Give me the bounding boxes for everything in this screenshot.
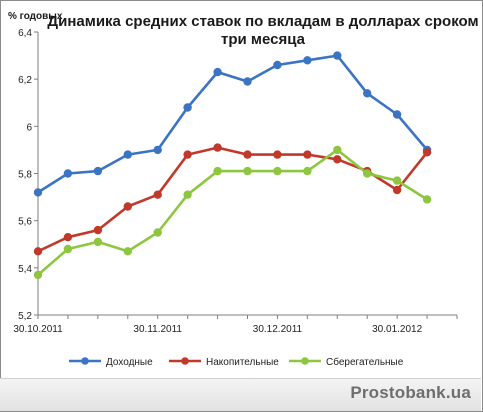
series-line <box>37 148 428 276</box>
data-point <box>183 190 192 199</box>
legend-item: Накопительные <box>169 357 279 368</box>
data-point <box>273 60 282 70</box>
legend-item: Сберегательные <box>289 356 404 368</box>
data-point <box>273 166 282 176</box>
data-point <box>153 190 162 199</box>
data-point <box>303 166 312 176</box>
data-point <box>392 110 402 119</box>
y-axis-ticks: 5,2 5,4 5,6 5,8 6 6,2 6,4 <box>18 28 38 322</box>
data-point <box>273 150 282 159</box>
x-tick-label: 30.10.2011 <box>13 324 63 335</box>
y-axis-unit-label: % годовых <box>8 11 63 22</box>
data-point <box>153 228 162 237</box>
footer-band <box>0 378 481 411</box>
data-point <box>243 150 252 159</box>
data-point <box>123 247 132 256</box>
legend-item: Доходные <box>69 357 153 368</box>
legend-label: Накопительные <box>206 357 279 368</box>
series-line <box>37 146 429 253</box>
footer-brand: Prostobank.ua <box>350 383 471 402</box>
data-point <box>422 148 432 157</box>
data-point <box>333 145 342 155</box>
y-tick-label: 5,2 <box>18 311 32 322</box>
series-3 <box>33 145 432 280</box>
data-point <box>363 169 372 178</box>
data-point <box>333 51 342 60</box>
data-point <box>153 145 162 155</box>
legend: Доходные Накопительные Сберегательные <box>69 356 404 368</box>
data-point <box>333 155 342 164</box>
data-point <box>363 89 372 98</box>
legend-label: Доходные <box>106 357 153 368</box>
data-point <box>243 77 252 86</box>
x-axis-ticks: 30.10.2011 30.11.2011 30.12.2011 30.01.2012 <box>13 315 458 335</box>
chart-title-line1: Динамика средних ставок по вкладам в дол… <box>47 13 478 30</box>
data-point <box>213 166 222 176</box>
series-line <box>37 54 429 194</box>
data-point <box>33 270 43 280</box>
series-1 <box>33 51 432 197</box>
data-point <box>93 237 103 247</box>
data-point <box>93 166 103 176</box>
y-tick-label: 6 <box>26 122 32 133</box>
data-point <box>303 150 312 159</box>
y-tick-label: 5,4 <box>18 264 32 275</box>
data-point <box>213 143 222 152</box>
data-point <box>63 169 73 178</box>
data-point <box>33 188 43 197</box>
data-point <box>93 225 103 235</box>
data-point <box>123 150 132 159</box>
legend-swatch-marker <box>81 357 89 365</box>
legend-label: Сберегательные <box>326 356 404 368</box>
x-tick-label: 30.11.2011 <box>133 324 182 335</box>
legend-swatch-marker <box>181 357 189 365</box>
data-point <box>183 150 192 159</box>
data-point <box>303 56 312 65</box>
data-point <box>63 244 73 254</box>
y-tick-label: 6,4 <box>18 28 32 39</box>
data-point <box>123 202 132 211</box>
data-point <box>63 232 73 242</box>
data-point <box>392 176 402 185</box>
series-lines <box>33 51 432 280</box>
data-point <box>422 195 432 204</box>
legend-swatch-marker <box>301 357 309 365</box>
data-point <box>183 103 192 112</box>
x-tick-label: 30.12.2011 <box>253 324 303 335</box>
y-tick-label: 5,8 <box>18 170 32 181</box>
series-2 <box>33 143 432 256</box>
data-point <box>392 185 402 195</box>
data-point <box>213 67 222 77</box>
y-tick-label: 6,2 <box>18 75 32 86</box>
y-tick-label: 5,6 <box>18 217 32 228</box>
chart-title-line2: три месяца <box>221 31 306 48</box>
data-point <box>33 247 43 256</box>
data-point <box>243 166 252 176</box>
x-tick-label: 30.01.2012 <box>372 324 422 335</box>
